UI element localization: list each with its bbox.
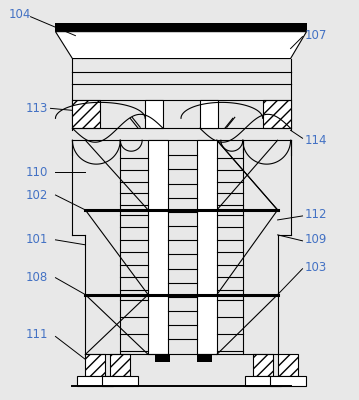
Bar bbox=[148, 140, 168, 354]
Bar bbox=[200, 100, 218, 128]
Bar bbox=[270, 376, 306, 386]
Text: 113: 113 bbox=[25, 102, 48, 115]
Bar bbox=[85, 354, 105, 376]
Text: 109: 109 bbox=[304, 233, 327, 246]
Polygon shape bbox=[56, 32, 307, 58]
Bar bbox=[253, 354, 272, 376]
Bar bbox=[73, 100, 100, 128]
Text: 104: 104 bbox=[9, 8, 31, 21]
Bar bbox=[155, 354, 170, 362]
Bar bbox=[263, 100, 290, 128]
Bar bbox=[145, 100, 163, 128]
Bar bbox=[102, 376, 138, 386]
Bar bbox=[110, 354, 130, 376]
Text: 103: 103 bbox=[304, 261, 327, 274]
Text: 110: 110 bbox=[25, 166, 48, 179]
Bar bbox=[197, 354, 212, 362]
Bar bbox=[197, 140, 217, 354]
Bar bbox=[278, 354, 298, 376]
Text: 101: 101 bbox=[25, 233, 48, 246]
Text: 111: 111 bbox=[25, 328, 48, 341]
Text: 108: 108 bbox=[25, 271, 48, 284]
Bar bbox=[56, 23, 307, 32]
Bar bbox=[245, 376, 281, 386]
Text: 102: 102 bbox=[25, 188, 48, 202]
Bar bbox=[78, 376, 113, 386]
Text: 114: 114 bbox=[304, 134, 327, 147]
Text: 107: 107 bbox=[304, 29, 327, 42]
Text: 112: 112 bbox=[304, 208, 327, 222]
